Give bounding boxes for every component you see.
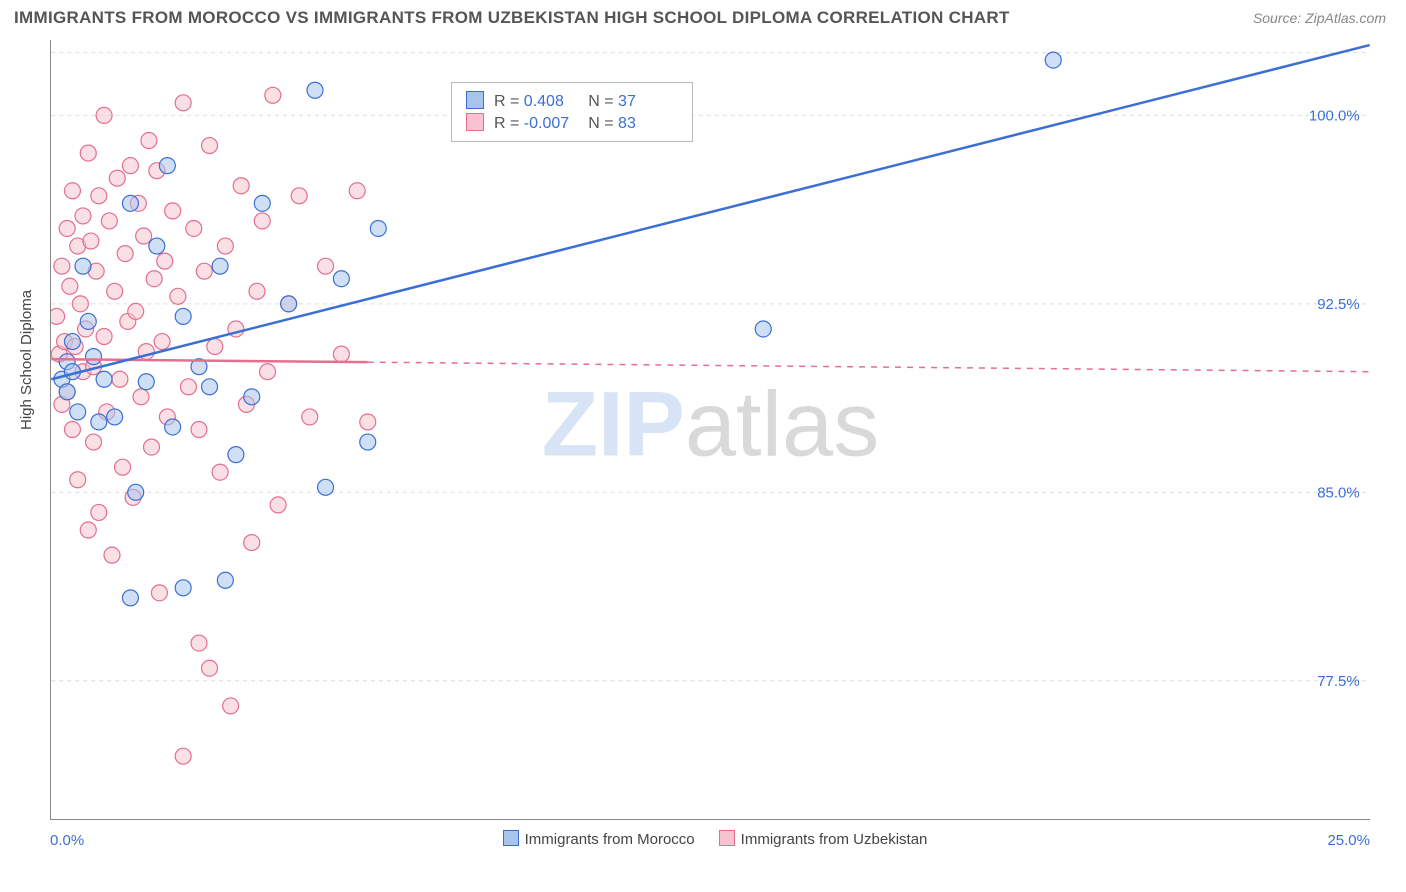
svg-text:100.0%: 100.0%: [1309, 107, 1360, 124]
r-value: 0.408: [524, 93, 584, 111]
correlation-legend-box: R = 0.408 N = 37R = -0.007 N = 83: [451, 82, 693, 142]
series-legend: Immigrants from Morocco Immigrants from U…: [0, 830, 1406, 848]
n-label: N =: [588, 115, 613, 132]
n-value: 83: [618, 115, 678, 133]
chart-title: IMMIGRANTS FROM MOROCCO VS IMMIGRANTS FR…: [14, 8, 1010, 28]
n-value: 37: [618, 93, 678, 111]
svg-text:92.5%: 92.5%: [1317, 296, 1359, 313]
legend-swatch: [466, 113, 484, 131]
r-label: R =: [494, 115, 519, 132]
svg-text:85.0%: 85.0%: [1317, 484, 1359, 501]
y-axis-title: High School Diploma: [18, 290, 35, 430]
legend-swatch: [719, 830, 735, 846]
legend-swatch: [466, 91, 484, 109]
legend-swatch: [503, 830, 519, 846]
source-label: Source: ZipAtlas.com: [1253, 10, 1386, 26]
chart-plot-area: ZIPatlas 77.5%85.0%92.5%100.0% R = 0.408…: [50, 40, 1370, 820]
legend-label: Immigrants from Uzbekistan: [741, 831, 928, 848]
legend-row: R = 0.408 N = 37: [466, 91, 678, 111]
plot-svg: 77.5% 85.0% 92.5% 100.0%: [51, 40, 1370, 819]
r-label: R =: [494, 93, 519, 110]
legend-label: Immigrants from Morocco: [525, 831, 695, 848]
n-label: N =: [588, 93, 613, 110]
r-value: -0.007: [524, 115, 584, 133]
svg-text:77.5%: 77.5%: [1317, 673, 1359, 690]
legend-row: R = -0.007 N = 83: [466, 113, 678, 133]
